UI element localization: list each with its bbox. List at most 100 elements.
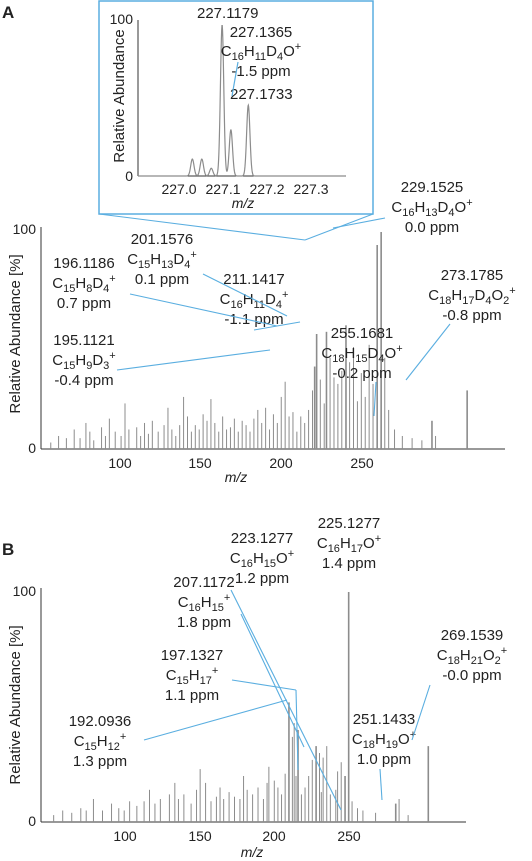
formula-part: +: [295, 41, 301, 53]
formula-part: 2: [495, 655, 501, 667]
formula-part: +: [466, 197, 472, 209]
panel-a-ytick-100: 100: [13, 221, 37, 237]
formula-part: +: [375, 533, 381, 545]
formula-part: 4: [448, 207, 454, 219]
annot-a-196-1186: 196.1186 C15H8D4+ 0.7 ppm: [52, 255, 115, 312]
inset-peak-label-227-1365: 227.1365 C16H11D4O+ -1.5 ppm: [221, 24, 301, 80]
panel-b-letter: B: [2, 540, 14, 559]
formula-part: H: [375, 731, 386, 748]
formula-part: C: [127, 251, 138, 268]
annot-b-225-1277-line-3: 1.4 ppm: [322, 555, 376, 572]
annot-a-195-1121: 195.1121 C15H9D3+ -0.4 ppm: [52, 332, 115, 389]
leader-a-229-1525: [332, 217, 386, 229]
panel-a-xtick-200: 200: [269, 455, 293, 471]
formula-part: 15: [355, 353, 367, 365]
annot-b-269-1539-line-2: C18H21O2+: [437, 645, 507, 667]
panel-b-xtick-250: 250: [337, 828, 361, 844]
annot-b-192-0936-line-1: 192.0936: [69, 713, 132, 730]
formula-part: D: [92, 275, 103, 292]
formula-part: H: [201, 594, 212, 611]
formula-part: H: [243, 291, 254, 308]
formula-part: 16: [189, 602, 201, 614]
formula-part: 18: [448, 655, 460, 667]
annot-a-273-1785-line-1: 273.1785: [441, 267, 504, 284]
panel-b: B Relative Abundance [%] 100 0 100 150 2…: [2, 515, 507, 860]
panel-b-xtick-150: 150: [188, 828, 212, 844]
formula-part: 16: [402, 207, 414, 219]
formula-part: +: [109, 350, 115, 362]
inset-peak-label-227-1365-line-3: -1.5 ppm: [231, 63, 290, 80]
formula-part: D: [173, 251, 184, 268]
formula-part: 4: [277, 51, 283, 63]
annot-a-196-1186-line-3: 0.7 ppm: [57, 295, 111, 312]
formula-part: 15: [264, 558, 276, 570]
annot-a-211-1417-line-2: C16H11D4+: [220, 289, 289, 311]
formula-part: H: [150, 251, 161, 268]
annot-a-195-1121-line-2: C15H9D3+: [52, 350, 115, 372]
annot-a-201-1576: 201.1576 C15H13D4+ 0.1 ppm: [127, 231, 197, 288]
formula-part: 11: [254, 299, 265, 311]
panel-a-xtick-100: 100: [108, 455, 132, 471]
inset-xtick-227-3: 227.3: [293, 181, 328, 197]
formula-part: +: [190, 249, 196, 261]
leader-b-251-1433: [379, 768, 383, 801]
annot-b-225-1277-line-2: C16H17O+: [317, 533, 381, 555]
formula-part: 11: [255, 51, 266, 63]
formula-part: H: [253, 550, 264, 567]
annot-a-201-1576-line-3: 0.1 ppm: [135, 271, 189, 288]
formula-part: O: [385, 345, 397, 362]
leader-b-197-1327-b: [295, 689, 299, 771]
formula-part: H: [340, 535, 351, 552]
formula-part: +: [501, 645, 507, 657]
inset-x-axis-label: m/z: [232, 195, 255, 211]
annot-a-255-1681: 255.1681 C18H15D4O+ -0.2 ppm: [321, 325, 402, 382]
leader-a-195-1121: [116, 349, 271, 371]
annot-b-223-1277-line-1: 223.1277: [231, 530, 294, 547]
annot-a-255-1681-line-2: C18H15D4O+: [321, 343, 402, 365]
inset-ytick-100: 100: [110, 11, 134, 27]
annot-b-269-1539-line-3: -0.0 ppm: [442, 667, 501, 684]
inset-y-axis-label: Relative Abundance: [111, 29, 128, 162]
annot-a-195-1121-line-1: 195.1121: [53, 332, 114, 349]
formula-part: D: [266, 43, 277, 60]
formula-part: 4: [276, 299, 282, 311]
annot-a-201-1576-line-2: C15H13D4+: [127, 249, 197, 271]
annot-b-197-1327-line-2: C15H17+: [166, 665, 219, 687]
annot-b-223-1277-line-3: 1.2 ppm: [235, 570, 289, 587]
annot-a-211-1417: 211.1417 C16H11D4+ -1.1 ppm: [220, 271, 289, 328]
leader-b-197-1327-a: [231, 679, 297, 691]
formula-part: C: [230, 550, 241, 567]
formula-part: 17: [200, 675, 212, 687]
inset-peak-label-227-1365-line-1: 227.1365: [230, 24, 293, 41]
annot-a-211-1417-line-1: 211.1417: [223, 271, 284, 288]
inset-leader-227-1365: [231, 61, 239, 97]
annot-b-251-1433: 251.1433 C18H19O+ 1.0 ppm: [352, 711, 416, 768]
formula-part: 4: [184, 259, 190, 271]
panel-a-xtick-150: 150: [188, 455, 212, 471]
annot-b-223-1277-line-2: C16H15O+: [230, 548, 294, 570]
formula-part: 13: [425, 207, 437, 219]
formula-part: O: [483, 647, 495, 664]
formula-part: H: [75, 275, 86, 292]
panel-a-ytick-0: 0: [28, 440, 36, 456]
formula-part: D: [368, 345, 379, 362]
annot-a-229-1525-line-2: C16H13D4O+: [391, 197, 472, 219]
formula-part: O: [455, 199, 467, 216]
formula-part: 4: [103, 283, 109, 295]
formula-part: +: [396, 343, 402, 355]
inset-xtick-227-2: 227.2: [249, 181, 284, 197]
formula-part: C: [437, 647, 448, 664]
annot-b-192-0936-line-3: 1.3 ppm: [73, 753, 127, 770]
formula-part: C: [221, 43, 232, 60]
leader-a-201-1576: [202, 273, 288, 317]
panel-b-peaks: [53, 592, 430, 822]
formula-part: O: [491, 287, 503, 304]
annot-b-251-1433-line-1: 251.1433: [353, 711, 416, 728]
formula-part: 18: [439, 295, 451, 307]
annot-b-251-1433-line-3: 1.0 ppm: [357, 751, 411, 768]
panel-a-xtick-250: 250: [350, 455, 374, 471]
formula-part: C: [321, 345, 332, 362]
panel-a-y-axis-label: Relative Abundance [%]: [7, 254, 24, 413]
annot-b-207-1172: 207.1172 C16H15+ 1.8 ppm: [173, 574, 234, 631]
formula-part: +: [410, 729, 416, 741]
